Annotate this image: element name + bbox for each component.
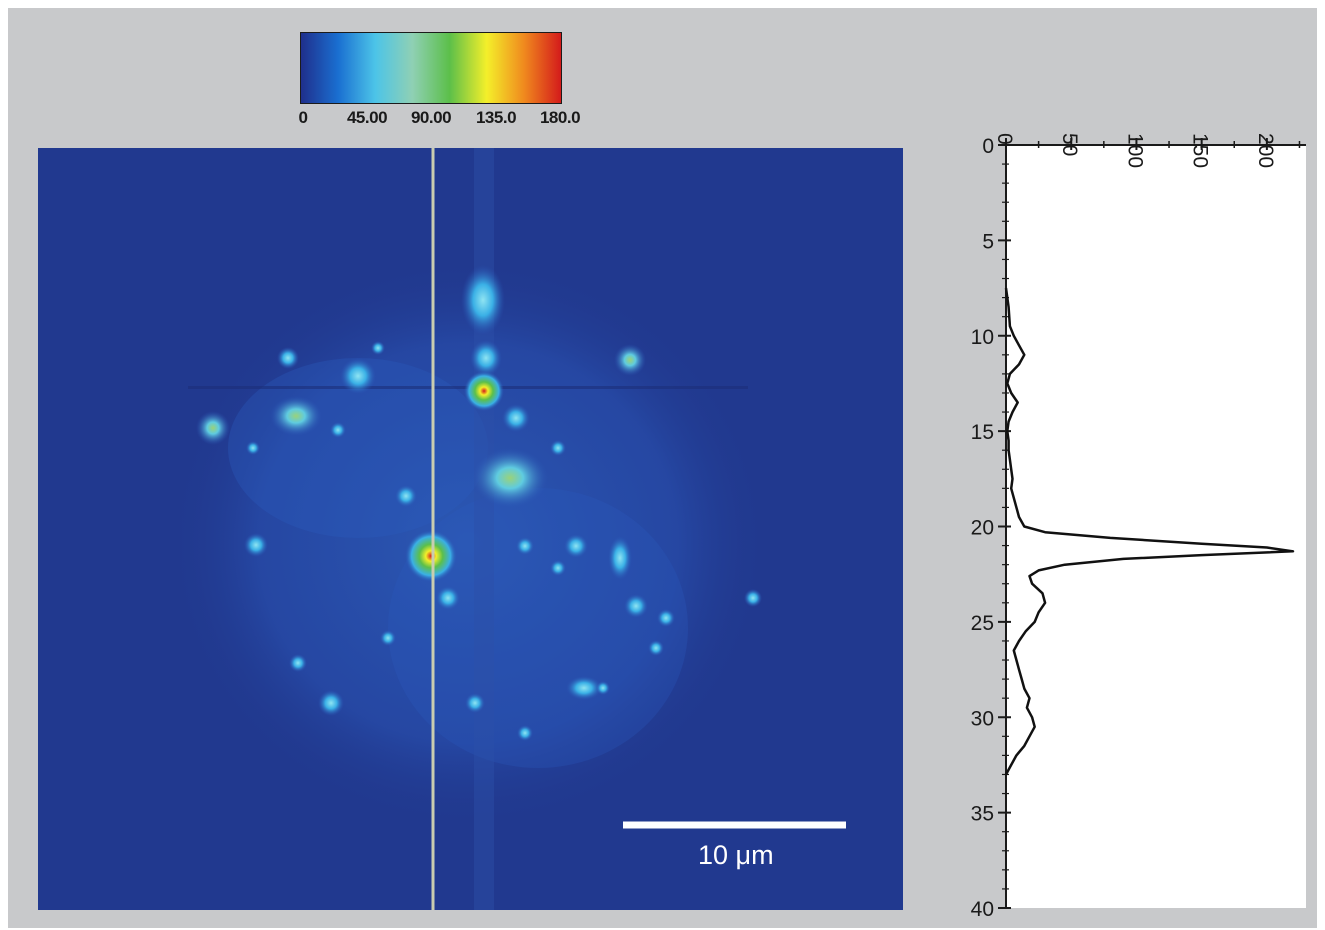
x-tick-label: 200: [1254, 133, 1277, 168]
y-tick-label: 0: [982, 135, 994, 158]
x-tick-label: 100: [1123, 133, 1146, 168]
colorbar-tick: 135.0: [475, 108, 517, 127]
y-tick-label: 30: [971, 707, 994, 730]
profile-plot-svg: 0 50 100 150 200 0 5 10 15 20 25 30 35 40: [971, 133, 1306, 921]
profile-series-line: [1004, 287, 1295, 776]
y-tick-label: 5: [982, 230, 994, 253]
fluorescence-heatmap: [38, 148, 903, 910]
y-tick-label: 20: [971, 517, 994, 540]
y-tick-label: 40: [971, 898, 994, 921]
intensity-profile-plot: 0 50 100 150 200 0 5 10 15 20 25 30 35 40: [940, 55, 1320, 925]
colorbar-tick: 45.00: [346, 108, 388, 127]
heatmap-image: [168, 148, 846, 910]
scale-bar-label: 10 μm: [698, 840, 774, 870]
colorbar-tick: 180.0: [539, 108, 581, 127]
plot-area: [1006, 145, 1306, 908]
vertical-stripe: [474, 148, 494, 910]
y-tick-label: 25: [971, 612, 994, 635]
x-tick-label: 50: [1058, 133, 1081, 156]
colorbar-tick: 90.00: [410, 108, 452, 127]
cell-body: [168, 258, 768, 828]
x-tick-label: 0: [993, 133, 1016, 145]
colorbar-tick: 0: [298, 108, 308, 127]
y-tick-label: 15: [971, 421, 994, 444]
colorbar: [300, 32, 562, 104]
y-tick-label: 10: [971, 326, 994, 349]
x-tick-label: 150: [1189, 133, 1212, 168]
y-tick-label: 35: [971, 803, 994, 826]
fluorescent-spots: [196, 265, 762, 741]
